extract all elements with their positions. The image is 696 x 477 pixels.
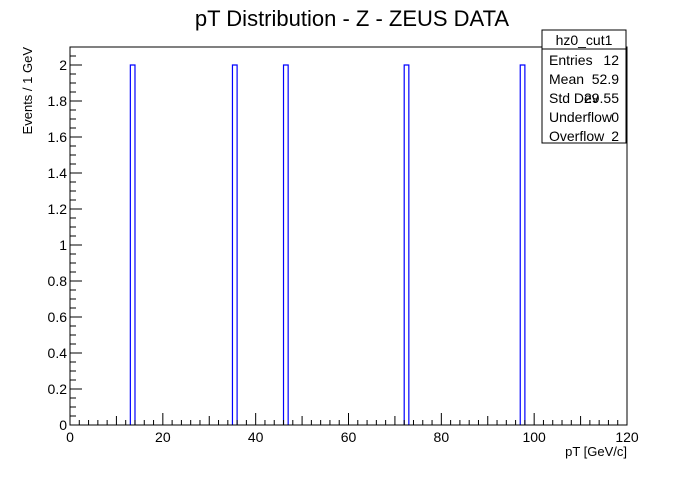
histogram-bar [403,64,410,425]
x-tick-label: 0 [66,429,74,445]
stats-row-label: Std Dev [549,90,599,106]
x-tick-label: 120 [615,429,639,445]
x-axis-title: pT [GeV/c] [565,444,627,459]
stats-row-label: Entries [549,52,593,68]
y-tick-label: 0.4 [48,345,68,361]
x-tick-label: 100 [522,429,546,445]
y-tick-label: 1.4 [48,165,68,181]
stats-row-value: 52.9 [592,71,619,87]
stats-row-label: Underflow [549,109,613,125]
stats-row-label: Mean [549,71,584,87]
y-tick-label: 0 [59,417,67,433]
histogram-bar [282,64,289,425]
stats-row-value: 0 [611,109,619,125]
stats-row-value: 29.55 [584,90,619,106]
y-tick-label: 0.8 [48,273,68,289]
histogram-bar [129,64,136,425]
stats-row-value: 2 [611,128,619,144]
y-tick-label: 0.2 [48,381,68,397]
x-tick-label: 80 [434,429,450,445]
y-tick-label: 2 [59,57,67,73]
x-tick-label: 60 [341,429,357,445]
histogram-bar [519,64,526,425]
y-tick-label: 1.8 [48,93,68,109]
chart-title: pT Distribution - Z - ZEUS DATA [195,6,509,31]
y-tick-label: 1.6 [48,129,68,145]
y-tick-label: 0.6 [48,309,68,325]
y-axis-title: Events / 1 GeV [20,47,35,135]
x-tick-label: 40 [248,429,264,445]
stats-row-value: 12 [603,52,619,68]
y-tick-label: 1.2 [48,201,68,217]
stats-row-label: Overflow [549,128,605,144]
stats-box-name: hz0_cut1 [556,32,613,48]
x-tick-label: 20 [155,429,171,445]
y-tick-label: 1 [59,237,67,253]
histogram-bar [231,64,238,425]
